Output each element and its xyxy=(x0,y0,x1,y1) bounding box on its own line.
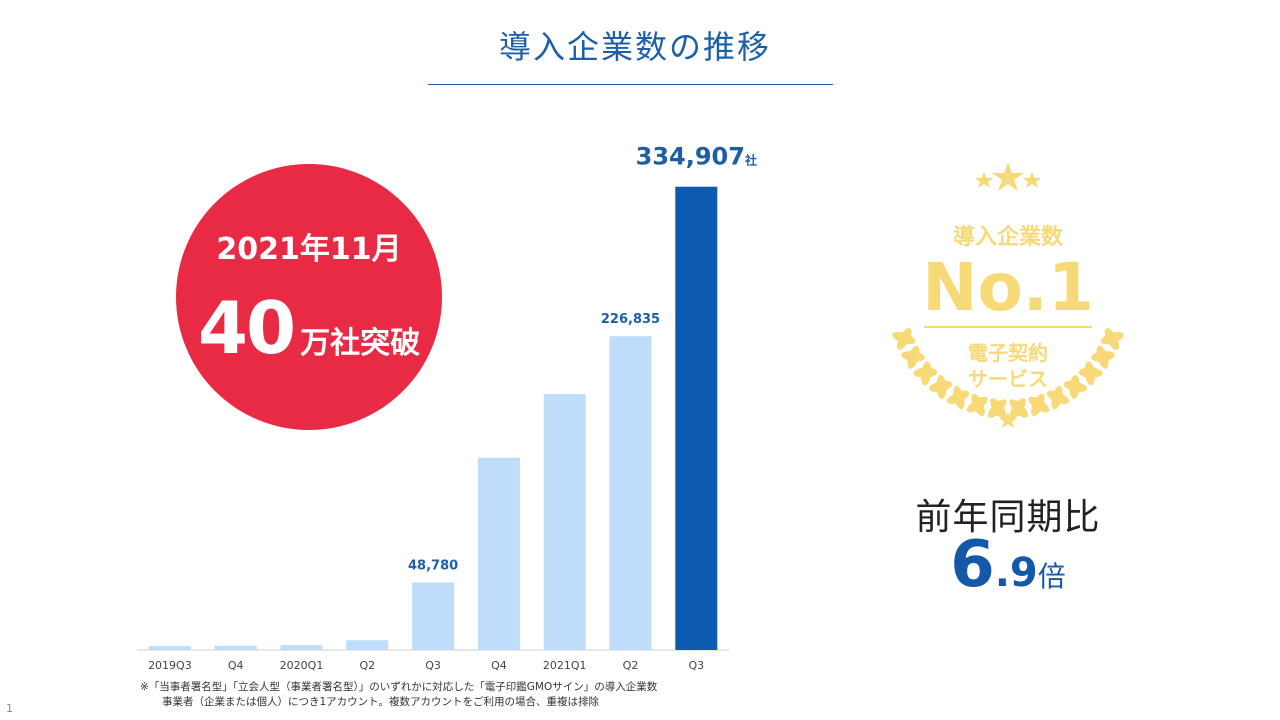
badge-subtitle-2: サービス xyxy=(968,367,1048,391)
bar xyxy=(280,645,323,650)
x-tick-label: Q2 xyxy=(359,659,375,672)
bar xyxy=(346,640,389,650)
page-number: 1 xyxy=(6,702,13,715)
badge-rank: No.1 xyxy=(922,249,1094,326)
bar xyxy=(412,582,455,650)
data-label: 48,780 xyxy=(408,559,458,574)
milestone-circle: 2021年11月 40 万社突破 xyxy=(176,164,442,430)
yoy-value-dec: .9 xyxy=(994,550,1038,596)
bar xyxy=(148,646,191,650)
milestone-date: 2021年11月 xyxy=(216,232,402,267)
x-tick-label: Q3 xyxy=(425,659,441,672)
laurel-leaf xyxy=(1084,361,1096,386)
milestone-number: 40 xyxy=(197,286,296,370)
laurel-leaf xyxy=(1069,375,1080,400)
x-tick-label: Q2 xyxy=(623,659,639,672)
x-tick-label: 2021Q1 xyxy=(543,659,587,672)
page-title: 導入企業数の推移 xyxy=(498,28,771,66)
laurel-leaf xyxy=(1051,385,1063,410)
title-underline xyxy=(428,84,833,85)
milestone-headline: 40 万社突破 xyxy=(176,286,442,370)
laurel-leaf xyxy=(946,390,970,404)
yoy-unit: 倍 xyxy=(1037,560,1066,593)
yoy-label: 前年同期比 xyxy=(915,497,1101,538)
yoy-value: 6.9倍 xyxy=(880,528,1136,602)
x-tick-label: 2019Q3 xyxy=(148,659,192,672)
badge-divider xyxy=(924,326,1092,328)
data-label-unit: 社 xyxy=(744,153,757,168)
footnote: ※「当事者署名型」「立会人型（事業者署名型）」のいずれかに対応した「電子印鑑GM… xyxy=(140,680,657,710)
laurel-icon xyxy=(892,328,1124,419)
badge-title: 導入企業数 xyxy=(953,224,1064,250)
x-tick-label: Q4 xyxy=(491,659,507,672)
yoy-value-int: 6 xyxy=(950,528,995,602)
laurel-leaf xyxy=(966,396,988,413)
laurel-leaf xyxy=(928,380,953,393)
badge-subtitle-1: 電子契約 xyxy=(968,341,1048,365)
x-tick-label: 2020Q1 xyxy=(280,659,324,672)
footnote-line-2: 事業者（企業または個人）につき1アカウント。複数アカウントをご利用の場合、重複は… xyxy=(162,696,599,708)
laurel-leaf xyxy=(913,367,938,378)
x-tick-label: Q4 xyxy=(228,659,244,672)
bar xyxy=(543,394,586,650)
bar xyxy=(675,186,718,651)
bar xyxy=(609,336,652,650)
milestone-suffix: 万社突破 xyxy=(300,326,421,361)
bar xyxy=(214,645,257,650)
laurel-leaf xyxy=(1031,393,1045,417)
footnote-line-1: ※「当事者署名型」「立会人型（事業者署名型）」のいずれかに対応した「電子印鑑GM… xyxy=(140,681,658,693)
laurel-leaf xyxy=(1104,328,1120,350)
laurel-leaf xyxy=(1009,398,1026,419)
laurel-leaf xyxy=(988,399,1007,418)
laurel-leaf xyxy=(901,351,925,362)
no1-laurel-badge: 導入企業数 No.1 電子契約 サービス xyxy=(892,162,1124,428)
bar xyxy=(477,457,520,650)
stars-icon xyxy=(975,162,1041,428)
data-label: 334,907社 xyxy=(636,143,757,171)
x-tick-label: Q3 xyxy=(688,659,704,672)
data-label: 226,835 xyxy=(601,312,660,327)
laurel-leaf xyxy=(892,331,916,345)
laurel-leaf xyxy=(1096,345,1109,369)
